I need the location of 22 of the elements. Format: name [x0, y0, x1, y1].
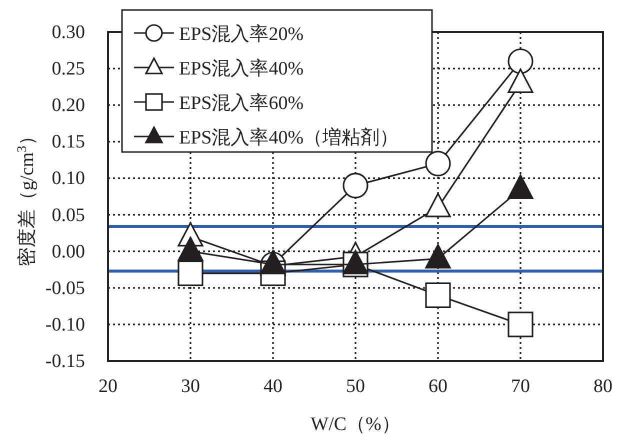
x-tick-label: 70	[511, 376, 530, 397]
y-tick-label: 0.30	[52, 22, 85, 43]
legend-label: EPS混入率60%	[179, 92, 304, 114]
x-axis-title: W/C（%）	[310, 414, 400, 434]
legend-label: EPS混入率40%（増粘剤）	[179, 126, 399, 148]
y-tick-label: -0.10	[45, 314, 85, 336]
y-tick-label: 0.20	[52, 95, 85, 116]
x-tick-label: 50	[346, 376, 365, 397]
x-tick-label: 60	[428, 376, 448, 397]
x-tick-label: 40	[264, 376, 282, 397]
y-tick-label: 0.15	[52, 132, 85, 153]
y-tick-label: -0.05	[45, 278, 85, 299]
y-tick-label: 0.10	[52, 168, 85, 190]
x-tick-label: 20	[98, 376, 118, 397]
y-tick-label: 0.25	[52, 58, 85, 80]
x-tick-label: 30	[181, 376, 200, 397]
legend-label: EPS混入率20%	[179, 23, 304, 45]
y-tick-label: 0.05	[52, 204, 85, 226]
y-tick-label: 0.00	[52, 241, 85, 262]
x-tick-label: 80	[594, 376, 612, 397]
legend-label: EPS混入率40%	[179, 58, 304, 80]
y-tick-label: -0.15	[45, 351, 85, 372]
